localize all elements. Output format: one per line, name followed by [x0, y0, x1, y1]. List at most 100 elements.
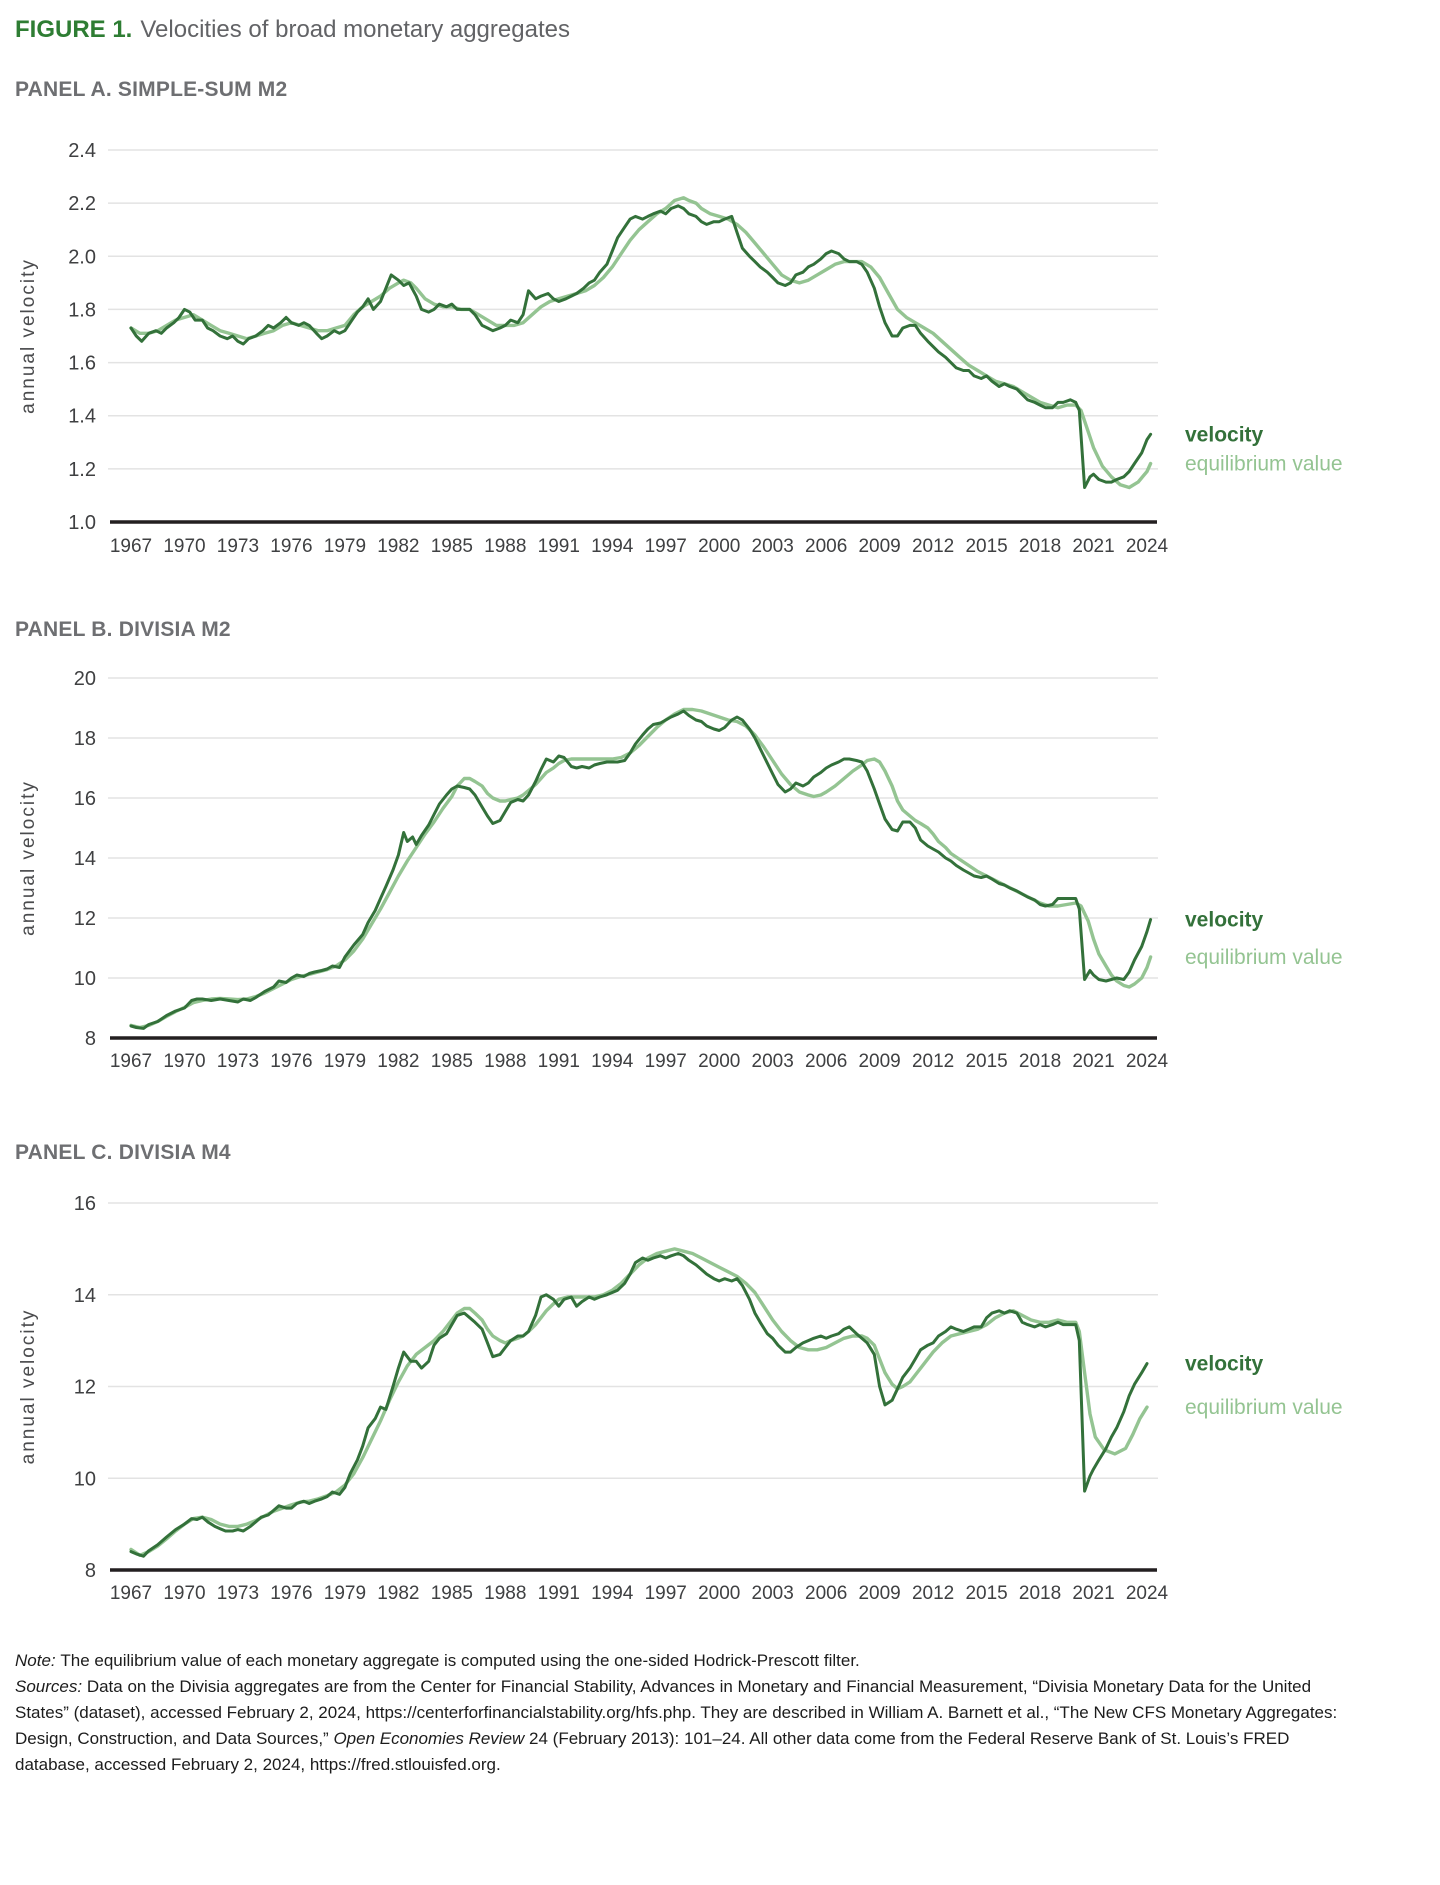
x-tick-label: 2024 — [1126, 1051, 1169, 1072]
x-tick-label: 1979 — [324, 1051, 366, 1072]
x-tick-label: 1991 — [538, 1051, 580, 1072]
x-tick-label: 1982 — [377, 1583, 419, 1604]
x-tick-label: 1970 — [163, 1051, 205, 1072]
x-tick-label: 1982 — [377, 1051, 419, 1072]
x-tick-label: 1967 — [110, 536, 152, 557]
y-tick-label: 14 — [74, 1285, 96, 1307]
y-tick-label: 1.8 — [68, 299, 96, 321]
legend-velocity-label: velocity — [1185, 909, 1264, 932]
note-text: Note: The equilibrium value of each mone… — [15, 1651, 860, 1670]
x-tick-label: 2018 — [1019, 1051, 1061, 1072]
velocity-line — [129, 709, 1153, 1030]
x-tick-label: 1988 — [484, 1051, 526, 1072]
x-tick-label: 2021 — [1072, 1051, 1114, 1072]
velocity-line — [129, 1252, 1149, 1558]
x-tick-label: 1973 — [217, 1051, 259, 1072]
y-tick-label: 2.4 — [68, 140, 96, 162]
sources-text: Sources: Data on the Divisia aggregates … — [15, 1677, 1338, 1774]
legend-velocity-label: velocity — [1185, 1353, 1264, 1376]
legend-velocity-label: velocity — [1185, 423, 1264, 446]
x-tick-label: 2009 — [858, 1051, 900, 1072]
legend-equilibrium-label: equilibrium value — [1185, 946, 1343, 969]
y-tick-label: 1.2 — [68, 459, 96, 481]
y-tick-label: 18 — [74, 728, 96, 750]
panel-b-chart: 8 10 12 14 16 18 20 1967 1970 1973 1976 1979 1982 198… — [18, 668, 1343, 1072]
x-tick-label: 2003 — [752, 1583, 794, 1604]
x-tick-label: 2000 — [698, 536, 740, 557]
x-tick-label: 2015 — [965, 536, 1007, 557]
x-tick-label: 2012 — [912, 536, 954, 557]
x-tick-label: 1976 — [270, 1583, 312, 1604]
y-tick-label: 10 — [74, 968, 96, 990]
x-tick-label: 2006 — [805, 536, 847, 557]
y-tick-label: 1.0 — [68, 512, 96, 534]
y-tick-label: 8 — [85, 1560, 96, 1582]
x-tick-label: 2003 — [752, 1051, 794, 1072]
y-axis-label: annual velocity — [18, 258, 39, 414]
panel-b-heading: PANEL B. DIVISIA M2 — [15, 618, 231, 641]
legend-equilibrium-label: equilibrium value — [1185, 1396, 1343, 1419]
x-tick-label: 1985 — [431, 1051, 473, 1072]
y-tick-label: 1.6 — [68, 353, 96, 375]
x-tick-label: 2009 — [858, 1583, 900, 1604]
x-tick-label: 2012 — [912, 1051, 954, 1072]
y-tick-label: 12 — [74, 908, 96, 930]
x-tick-label: 1967 — [110, 1583, 152, 1604]
x-tick-label: 1970 — [163, 536, 205, 557]
x-tick-label: 1991 — [538, 1583, 580, 1604]
x-tick-label: 1997 — [645, 536, 687, 557]
equilibrium-line — [129, 196, 1153, 490]
x-tick-label: 1985 — [431, 536, 473, 557]
y-tick-label: 16 — [74, 1193, 96, 1215]
x-tick-label: 1988 — [484, 536, 526, 557]
x-tick-label: 1970 — [163, 1583, 205, 1604]
velocity-line — [129, 204, 1153, 489]
x-tick-label: 1991 — [538, 536, 580, 557]
panel-c-chart: 8 10 12 14 16 1967 1970 1973 1976 1979 1982 1985 198… — [18, 1193, 1343, 1604]
x-tick-label: 2006 — [805, 1051, 847, 1072]
x-tick-label: 2003 — [752, 536, 794, 557]
x-tick-label: 1973 — [217, 536, 259, 557]
x-tick-label: 2021 — [1072, 536, 1114, 557]
x-tick-label: 1997 — [645, 1051, 687, 1072]
x-tick-label: 2024 — [1126, 536, 1169, 557]
x-tick-label: 2009 — [858, 536, 900, 557]
x-tick-label: 2000 — [698, 1583, 740, 1604]
x-tick-label: 1967 — [110, 1051, 152, 1072]
y-tick-label: 1.4 — [68, 406, 96, 428]
figure-footnotes: Note: The equilibrium value of each mone… — [15, 1648, 1367, 1778]
x-tick-label: 1973 — [217, 1583, 259, 1604]
y-tick-label: 8 — [85, 1028, 96, 1050]
panel-a-heading: PANEL A. SIMPLE-SUM M2 — [15, 78, 288, 101]
equilibrium-line — [129, 707, 1153, 1030]
x-tick-label: 1997 — [645, 1583, 687, 1604]
y-tick-label: 2.2 — [68, 193, 96, 215]
panel-c-heading: PANEL C. DIVISIA M4 — [15, 1141, 231, 1164]
x-tick-label: 2021 — [1072, 1583, 1114, 1604]
y-tick-label: 10 — [74, 1468, 96, 1490]
panel-a-chart: 1.0 1.2 1.4 1.6 1.8 2.0 2.2 2.4 1967 1970 1973 1976… — [18, 140, 1343, 557]
x-tick-label: 1979 — [324, 536, 366, 557]
x-tick-label: 1994 — [591, 1583, 634, 1604]
figure-title-text: Velocities of broad monetary aggregates — [140, 16, 570, 43]
x-tick-label: 1985 — [431, 1583, 473, 1604]
y-tick-label: 12 — [74, 1377, 96, 1399]
x-tick-label: 1976 — [270, 1051, 312, 1072]
x-tick-label: 2024 — [1126, 1583, 1169, 1604]
legend-equilibrium-label: equilibrium value — [1185, 453, 1343, 476]
x-tick-label: 2000 — [698, 1051, 740, 1072]
y-tick-label: 16 — [74, 788, 96, 810]
figure-title: FIGURE 1. Velocities of broad monetary ag… — [15, 16, 570, 44]
figure-label: FIGURE 1. — [15, 16, 133, 43]
y-axis-label: annual velocity — [18, 1309, 39, 1465]
y-axis-label: annual velocity — [18, 780, 39, 936]
x-tick-label: 1988 — [484, 1583, 526, 1604]
x-tick-label: 1982 — [377, 536, 419, 557]
x-tick-label: 1976 — [270, 536, 312, 557]
x-tick-label: 2018 — [1019, 536, 1061, 557]
x-tick-label: 2006 — [805, 1583, 847, 1604]
y-tick-label: 2.0 — [68, 246, 96, 268]
y-tick-label: 14 — [74, 848, 96, 870]
x-tick-label: 2012 — [912, 1583, 954, 1604]
x-tick-label: 2015 — [965, 1051, 1007, 1072]
